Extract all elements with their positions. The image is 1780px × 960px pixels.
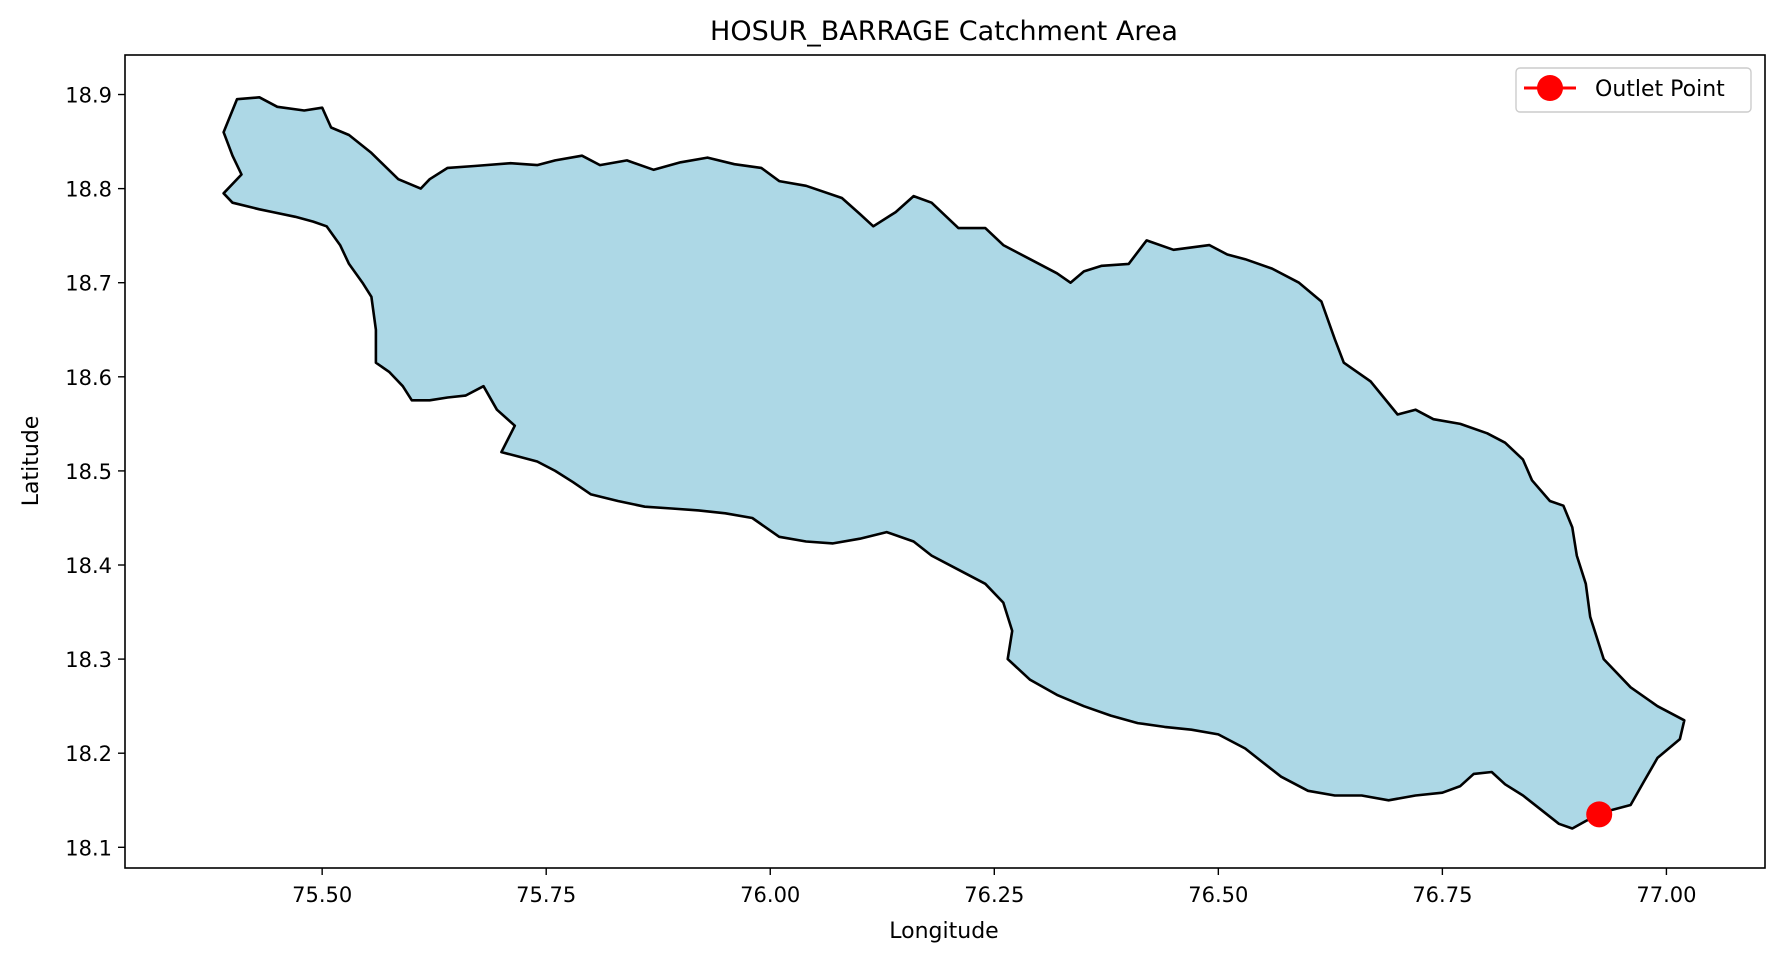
- legend-outlet-marker: [1537, 75, 1563, 101]
- x-tick-label-5: 76.75: [1412, 883, 1472, 907]
- y-tick-label-2: 18.3: [65, 648, 112, 672]
- x-axis-title: Longitude: [889, 919, 998, 944]
- x-tick-label-1: 75.75: [516, 883, 576, 907]
- x-tick-label-3: 76.25: [964, 883, 1024, 907]
- outlet-point-marker: [1586, 801, 1613, 828]
- x-tick-label-2: 76.00: [740, 883, 800, 907]
- y-tick-label-1: 18.2: [65, 742, 112, 766]
- y-tick-label-6: 18.7: [65, 272, 112, 296]
- x-tick-label-0: 75.50: [292, 883, 352, 907]
- y-axis-ticks: 18.1 18.2 18.3 18.4 18.5 18.6 18.7 18.8 18.9: [65, 84, 125, 860]
- y-axis-title: Latitude: [19, 416, 44, 507]
- x-tick-label-4: 76.50: [1188, 883, 1248, 907]
- y-tick-label-3: 18.4: [65, 554, 112, 578]
- y-tick-label-4: 18.5: [65, 460, 112, 484]
- legend-outlet-label: Outlet Point: [1595, 77, 1725, 102]
- legend-box: [1515, 67, 1752, 113]
- plot-area: [124, 54, 1766, 869]
- x-axis-ticks: 75.50 75.75 76.00 76.25 76.50 76.75 77.00: [292, 868, 1696, 907]
- chart-title: HOSUR_BARRAGE Catchment Area: [710, 16, 1178, 47]
- y-tick-label-5: 18.6: [65, 366, 112, 390]
- x-tick-label-6: 77.00: [1636, 883, 1696, 907]
- legend: Outlet Point: [1515, 67, 1752, 113]
- y-tick-label-0: 18.1: [65, 836, 112, 860]
- y-tick-label-7: 18.8: [65, 178, 112, 202]
- y-tick-label-8: 18.9: [65, 84, 112, 108]
